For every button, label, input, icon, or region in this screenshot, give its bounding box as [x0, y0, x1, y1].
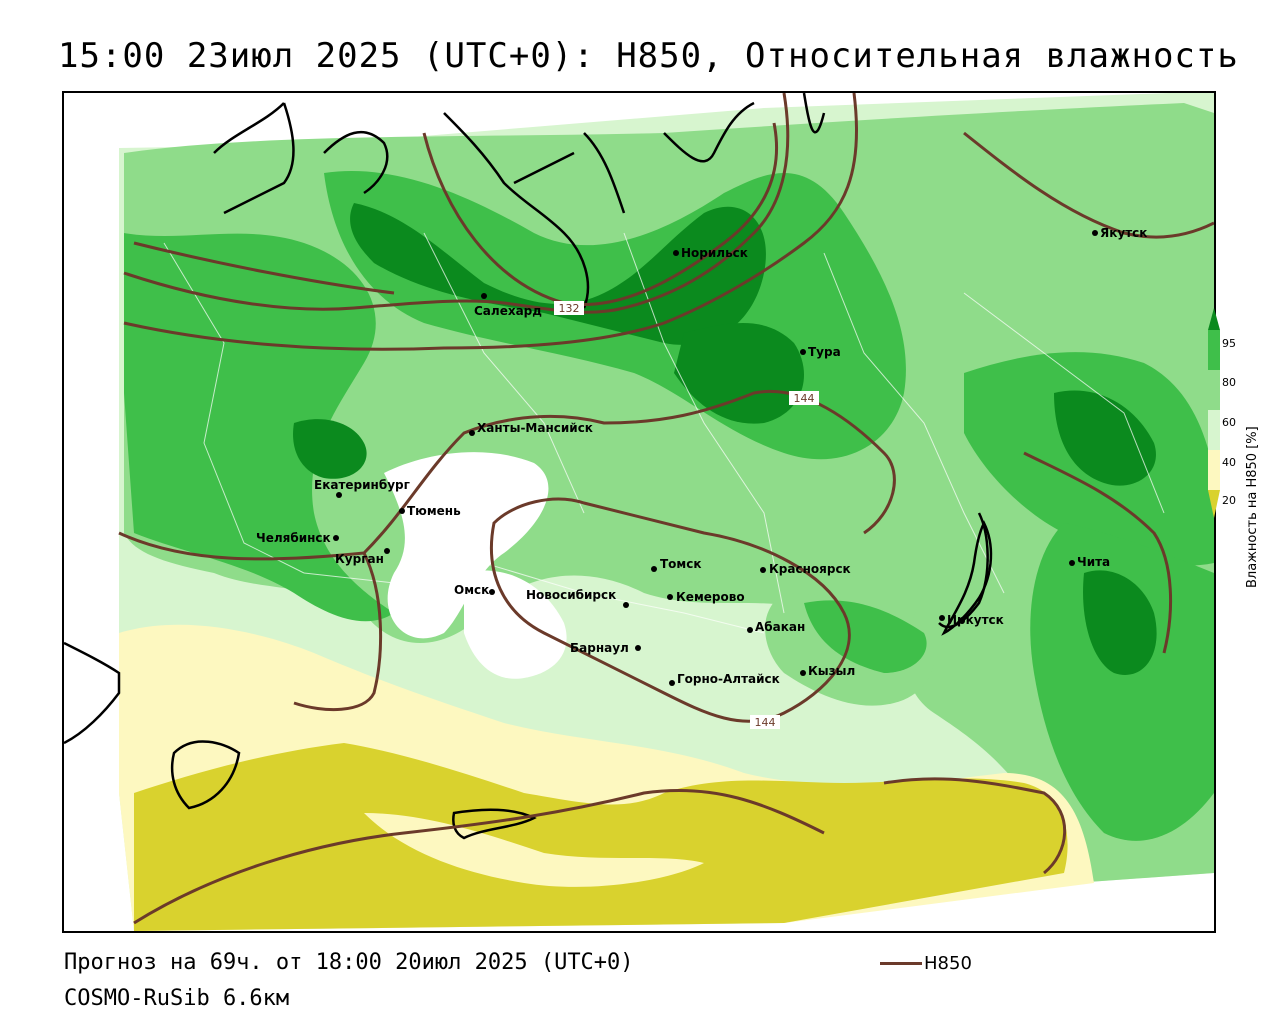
- colorbar-20: [1208, 450, 1220, 490]
- city-marker: [667, 594, 673, 600]
- city-marker: [760, 567, 766, 573]
- city-marker: [635, 645, 641, 651]
- humidity-zone-40-omsk: [464, 570, 567, 679]
- contour-east: [963, 131, 1214, 239]
- humidity-zone-20-inner: [364, 813, 704, 887]
- city-label: Тюмень: [407, 504, 461, 518]
- city-label: Салехард: [474, 304, 542, 318]
- colorbar-tick-95: 95: [1222, 337, 1236, 350]
- city-label: Омск: [454, 583, 489, 597]
- contour-132-inner: [422, 122, 779, 306]
- city-label: Курган: [335, 552, 384, 566]
- map-canvas: 132 144 144 Салехард Норильск Якутск Тура Ха…: [64, 93, 1214, 931]
- city-label: Тура: [808, 345, 841, 359]
- city-marker: [399, 508, 405, 514]
- city-marker: [747, 627, 753, 633]
- lake-balkhash: [452, 808, 537, 840]
- admin-borders: [163, 232, 1165, 634]
- contour-labels: 132 144 144: [554, 301, 819, 729]
- contour-144-loop: [489, 497, 851, 723]
- city-label: Томск: [660, 557, 702, 571]
- contour-144: [118, 390, 896, 561]
- contour-label-132: 132: [559, 302, 580, 315]
- colorbar-60: [1208, 370, 1220, 410]
- contour-144-south: [293, 552, 383, 712]
- humidity-zone-95: [350, 203, 766, 345]
- contour-mid: [123, 93, 858, 351]
- city-marker: [469, 430, 475, 436]
- city-label: Якутск: [1100, 226, 1147, 240]
- city-marker: [800, 670, 806, 676]
- city-label: Норильск: [681, 246, 748, 260]
- contour-east-2: [1023, 451, 1173, 654]
- colorbar-tick-80: 80: [1222, 376, 1236, 389]
- contour-label-144-south: 144: [755, 716, 776, 729]
- city-label: Абакан: [755, 620, 805, 634]
- humidity-zone-95-east: [1054, 390, 1156, 486]
- h850-contours: [118, 93, 1214, 925]
- humidity-zone-0: [134, 743, 1068, 931]
- city-label: Кемерово: [676, 590, 745, 604]
- contour-south-2: [883, 777, 1067, 875]
- city-label: Екатеринбург: [314, 478, 410, 492]
- model-name: COSMO-RuSib 6.6км: [64, 986, 290, 1011]
- forecast-info: Прогноз на 69ч. от 18:00 20июл 2025 (UTC…: [64, 950, 634, 975]
- h850-legend-label: H850: [924, 953, 972, 974]
- contour-label-144: 144: [794, 392, 815, 405]
- contour-south: [133, 788, 825, 925]
- lake-baikal: [941, 520, 993, 636]
- humidity-zone-80-altai: [804, 600, 927, 673]
- city-label: Челябинск: [256, 531, 331, 545]
- city-marker: [669, 680, 675, 686]
- city-marker: [800, 349, 806, 355]
- city-marker: [623, 602, 629, 608]
- colorbar-tick-20: 20: [1222, 494, 1236, 507]
- city-marker: [673, 250, 679, 256]
- city-marker: [1069, 560, 1075, 566]
- humidity-zone-95-ural: [293, 419, 367, 479]
- city-marker: [384, 548, 390, 554]
- city-marker: [939, 615, 945, 621]
- map-title: 15:00 23июл 2025 (UTC+0): H850, Относите…: [58, 36, 1239, 76]
- coastlines: [213, 93, 989, 629]
- aral-sea: [170, 740, 241, 810]
- colorbar-40: [1208, 410, 1220, 450]
- city-marker: [489, 589, 495, 595]
- cities-layer: Салехард Норильск Якутск Тура Ханты-Мансийск…: [256, 226, 1147, 686]
- city-label: Чита: [1077, 555, 1110, 569]
- city-marker: [336, 492, 342, 498]
- colorbar-0: [1208, 490, 1220, 518]
- city-label: Ханты-Мансийск: [477, 421, 593, 435]
- humidity-zone-80-se: [1030, 523, 1214, 841]
- colorbar-80: [1208, 330, 1220, 370]
- contour-132: [123, 93, 790, 314]
- west-coast: [64, 641, 121, 745]
- colorbar-95: [1208, 308, 1220, 330]
- city-marker: [1092, 230, 1098, 236]
- humidity-colorbar: 95 80 60 40 20 Влажность на H850 [%]: [1208, 308, 1260, 588]
- city-marker: [651, 566, 657, 572]
- colorbar-label: Влажность на H850 [%]: [1245, 426, 1260, 588]
- humidity-zone-80: [124, 233, 394, 622]
- humidity-zone-95-tura: [674, 323, 804, 424]
- city-marker: [333, 535, 339, 541]
- city-label: Иркутск: [947, 613, 1004, 627]
- contour-north: [133, 241, 395, 295]
- humidity-zone-95-se: [1083, 570, 1157, 675]
- city-label: Кызыл: [808, 664, 855, 678]
- city-label: Горно-Алтайск: [677, 672, 780, 686]
- humidity-zone-40: [384, 452, 549, 639]
- city-label: Барнаул: [570, 641, 629, 655]
- humidity-map: 132 144 144 Салехард Норильск Якутск Тура Ха…: [62, 91, 1216, 933]
- city-label: Красноярск: [769, 562, 851, 576]
- colorbar-tick-40: 40: [1222, 456, 1236, 469]
- city-marker: [481, 293, 487, 299]
- city-label: Новосибирск: [526, 588, 616, 602]
- h850-legend-line: [880, 962, 922, 965]
- colorbar-tick-60: 60: [1222, 416, 1236, 429]
